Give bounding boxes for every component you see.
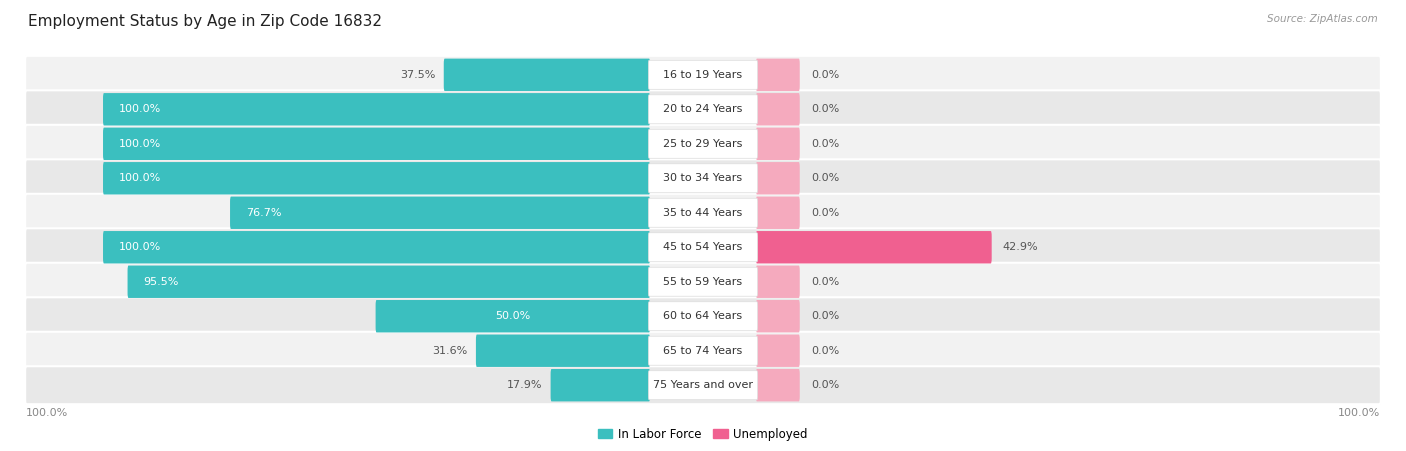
FancyBboxPatch shape	[103, 162, 650, 194]
Text: 0.0%: 0.0%	[811, 311, 839, 321]
Text: 0.0%: 0.0%	[811, 346, 839, 356]
Text: 37.5%: 37.5%	[401, 70, 436, 80]
FancyBboxPatch shape	[756, 128, 800, 160]
Text: 100.0%: 100.0%	[120, 104, 162, 114]
FancyBboxPatch shape	[551, 369, 650, 401]
Text: 76.7%: 76.7%	[246, 208, 281, 218]
FancyBboxPatch shape	[103, 231, 650, 263]
Text: Employment Status by Age in Zip Code 16832: Employment Status by Age in Zip Code 168…	[28, 14, 382, 28]
FancyBboxPatch shape	[648, 302, 758, 331]
Text: 100.0%: 100.0%	[120, 173, 162, 183]
FancyBboxPatch shape	[128, 266, 650, 298]
FancyBboxPatch shape	[25, 90, 1381, 128]
Text: 0.0%: 0.0%	[811, 277, 839, 287]
Text: 0.0%: 0.0%	[811, 208, 839, 218]
Text: 42.9%: 42.9%	[1002, 242, 1039, 252]
Text: 20 to 24 Years: 20 to 24 Years	[664, 104, 742, 114]
FancyBboxPatch shape	[756, 162, 800, 194]
FancyBboxPatch shape	[648, 336, 758, 365]
FancyBboxPatch shape	[648, 95, 758, 124]
Text: 60 to 64 Years: 60 to 64 Years	[664, 311, 742, 321]
FancyBboxPatch shape	[103, 128, 650, 160]
FancyBboxPatch shape	[25, 56, 1381, 94]
FancyBboxPatch shape	[231, 197, 650, 229]
FancyBboxPatch shape	[444, 59, 650, 91]
Text: Source: ZipAtlas.com: Source: ZipAtlas.com	[1267, 14, 1378, 23]
FancyBboxPatch shape	[756, 266, 800, 298]
Text: 55 to 59 Years: 55 to 59 Years	[664, 277, 742, 287]
FancyBboxPatch shape	[25, 297, 1381, 335]
Text: 100.0%: 100.0%	[27, 408, 69, 418]
FancyBboxPatch shape	[648, 129, 758, 158]
Text: 0.0%: 0.0%	[811, 173, 839, 183]
FancyBboxPatch shape	[756, 59, 800, 91]
FancyBboxPatch shape	[756, 197, 800, 229]
FancyBboxPatch shape	[25, 263, 1381, 301]
Text: 75 Years and over: 75 Years and over	[652, 380, 754, 390]
FancyBboxPatch shape	[375, 300, 650, 332]
FancyBboxPatch shape	[25, 159, 1381, 197]
FancyBboxPatch shape	[25, 228, 1381, 266]
Text: 50.0%: 50.0%	[495, 311, 530, 321]
FancyBboxPatch shape	[475, 335, 650, 367]
Text: 30 to 34 Years: 30 to 34 Years	[664, 173, 742, 183]
Text: 0.0%: 0.0%	[811, 139, 839, 149]
FancyBboxPatch shape	[756, 300, 800, 332]
Text: 25 to 29 Years: 25 to 29 Years	[664, 139, 742, 149]
Text: 0.0%: 0.0%	[811, 380, 839, 390]
FancyBboxPatch shape	[756, 231, 991, 263]
FancyBboxPatch shape	[25, 366, 1381, 404]
FancyBboxPatch shape	[756, 93, 800, 125]
Text: 0.0%: 0.0%	[811, 70, 839, 80]
FancyBboxPatch shape	[648, 60, 758, 89]
Text: 65 to 74 Years: 65 to 74 Years	[664, 346, 742, 356]
FancyBboxPatch shape	[25, 125, 1381, 163]
FancyBboxPatch shape	[648, 198, 758, 227]
Text: 16 to 19 Years: 16 to 19 Years	[664, 70, 742, 80]
Text: 100.0%: 100.0%	[1337, 408, 1379, 418]
FancyBboxPatch shape	[648, 233, 758, 262]
FancyBboxPatch shape	[25, 332, 1381, 370]
Legend: In Labor Force, Unemployed: In Labor Force, Unemployed	[593, 423, 813, 446]
FancyBboxPatch shape	[648, 267, 758, 296]
FancyBboxPatch shape	[103, 93, 650, 125]
Text: 95.5%: 95.5%	[143, 277, 179, 287]
FancyBboxPatch shape	[756, 369, 800, 401]
FancyBboxPatch shape	[648, 371, 758, 400]
Text: 45 to 54 Years: 45 to 54 Years	[664, 242, 742, 252]
FancyBboxPatch shape	[25, 194, 1381, 232]
Text: 0.0%: 0.0%	[811, 104, 839, 114]
FancyBboxPatch shape	[648, 164, 758, 193]
Text: 35 to 44 Years: 35 to 44 Years	[664, 208, 742, 218]
Text: 31.6%: 31.6%	[433, 346, 468, 356]
FancyBboxPatch shape	[756, 335, 800, 367]
Text: 100.0%: 100.0%	[120, 242, 162, 252]
Text: 17.9%: 17.9%	[508, 380, 543, 390]
Text: 100.0%: 100.0%	[120, 139, 162, 149]
